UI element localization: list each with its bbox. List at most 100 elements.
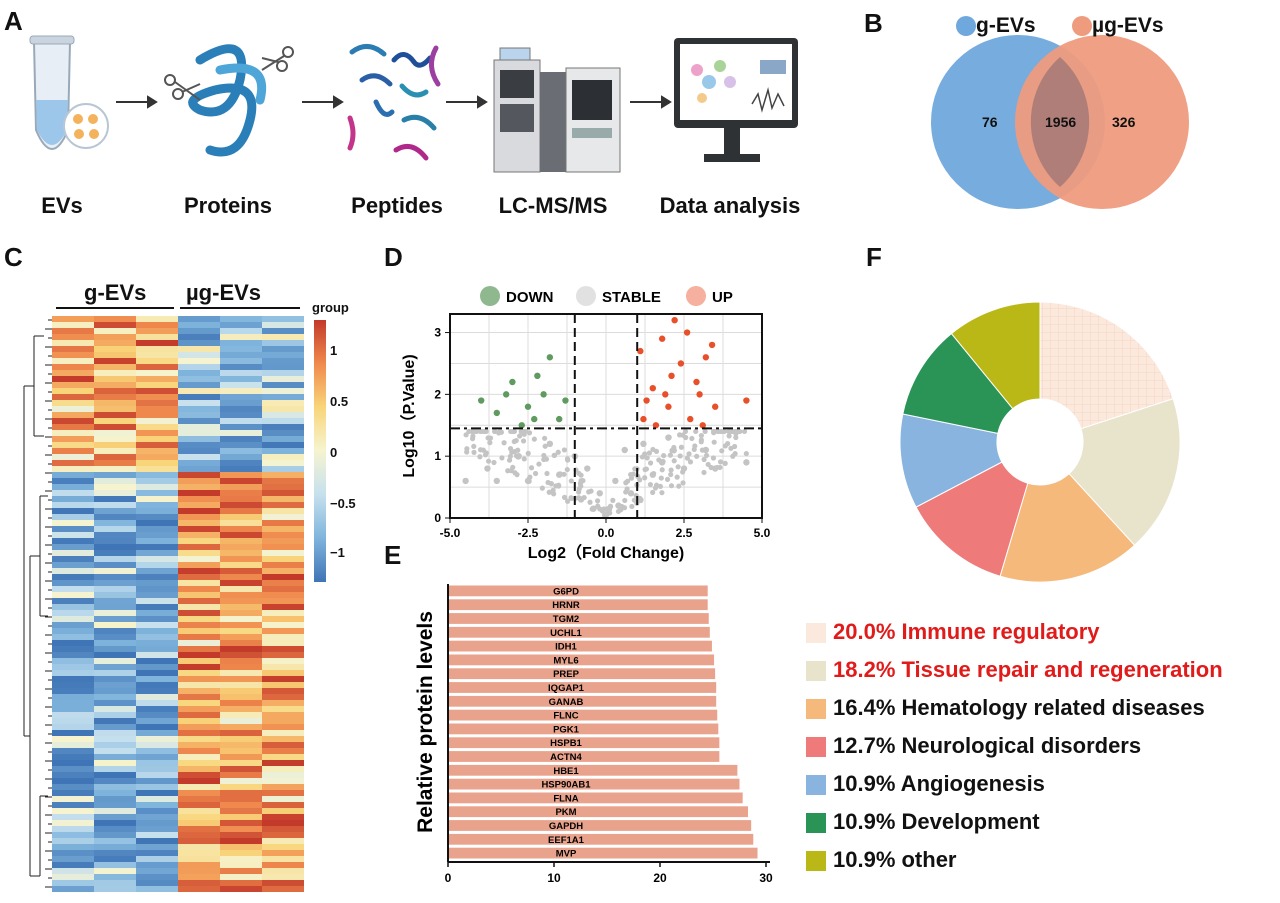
data-point-stable — [647, 481, 654, 488]
data-point-stable — [544, 470, 550, 477]
data-point-stable — [577, 496, 585, 503]
donut-legend-item: 12.7% Neurological disorders — [806, 733, 1141, 759]
heatmap-cell — [136, 436, 178, 442]
heatmap-cell — [94, 676, 136, 682]
data-point-stable — [528, 465, 535, 471]
donut-slice — [950, 301, 1041, 410]
heatmap-cell — [94, 526, 136, 532]
heatmap-cell — [220, 706, 262, 712]
heatmap-cell — [52, 424, 94, 430]
x-tick-label: 10 — [547, 871, 561, 885]
heatmap-cell — [94, 490, 136, 496]
data-point-stable — [541, 452, 547, 459]
data-point-stable — [568, 478, 574, 484]
heatmap-cell — [220, 472, 262, 478]
data-point-stable — [701, 456, 707, 463]
heatmap-cell — [178, 400, 220, 406]
heatmap-cell — [136, 748, 178, 754]
heatmap-cell — [52, 382, 94, 388]
bar — [448, 764, 738, 776]
heatmap-cell — [94, 460, 136, 466]
heatmap-cell — [220, 454, 262, 460]
data-point-stable — [687, 459, 694, 465]
heatmap-cell — [52, 502, 94, 508]
heatmap-cell — [52, 328, 94, 334]
heatmap-cell — [178, 718, 220, 724]
heatmap-cell — [262, 838, 304, 844]
heatmap-cell — [220, 700, 262, 706]
heatmap-cell — [52, 322, 94, 328]
bar — [448, 792, 743, 804]
heatmap-cell — [94, 466, 136, 472]
donut-legend-label: 12.7% Neurological disorders — [833, 733, 1142, 758]
heatmap-cell — [136, 628, 178, 634]
heatmap-cell — [220, 826, 262, 832]
y-axis-label: Relative protein levels — [414, 611, 437, 833]
heatmap-cell — [262, 472, 304, 478]
bar — [448, 709, 718, 721]
data-point-up — [637, 347, 644, 355]
heatmap-cell — [262, 340, 304, 346]
heatmap-cell — [262, 862, 304, 868]
data-point-down — [493, 409, 500, 417]
heatmap-cell — [220, 508, 262, 514]
x-tick-label: 2.5 — [676, 526, 693, 540]
heatmap-cell — [262, 610, 304, 616]
data-point-stable — [485, 458, 492, 464]
data-point-stable — [542, 443, 548, 449]
heatmap-cell — [136, 442, 178, 448]
heatmap-cell — [52, 628, 94, 634]
data-point-stable — [710, 455, 717, 461]
heatmap-cell — [178, 628, 220, 634]
heatmap-cell — [52, 364, 94, 370]
heatmap-cell — [52, 778, 94, 784]
heatmap-cell — [178, 418, 220, 424]
heatmap-cell — [94, 706, 136, 712]
heatmap-cell — [178, 352, 220, 358]
heatmap-cell — [178, 568, 220, 574]
data-point-stable — [629, 503, 635, 510]
heatmap-cell — [94, 364, 136, 370]
bar-label: MYL6 — [553, 655, 578, 666]
data-point-stable — [612, 477, 619, 485]
data-point-stable — [484, 465, 491, 472]
bar-label: EEF1A1 — [548, 835, 585, 846]
heatmap-cell — [178, 742, 220, 748]
heatmap-cell — [178, 466, 220, 472]
heatmap-cell — [136, 532, 178, 538]
heatmap-cell — [52, 418, 94, 424]
heatmap-cell — [94, 688, 136, 694]
heatmap-cell — [178, 580, 220, 586]
heatmap-cell — [136, 586, 178, 592]
heatmap-cell — [136, 364, 178, 370]
heatmap-cell — [94, 742, 136, 748]
bar — [448, 585, 708, 597]
heatmap-cell — [220, 484, 262, 490]
heatmap-cell — [220, 436, 262, 442]
heatmap-cell — [262, 544, 304, 550]
heatmap-cell — [94, 376, 136, 382]
heatmap-cell — [52, 334, 94, 340]
data-point-stable — [525, 450, 531, 456]
heatmap-cell — [178, 544, 220, 550]
heatmap-cell — [178, 514, 220, 520]
scissors-icon — [164, 46, 294, 101]
heatmap-cell — [262, 676, 304, 682]
heatmap-cell — [220, 628, 262, 634]
heatmap-cell — [220, 514, 262, 520]
heatmap-cell — [52, 748, 94, 754]
heatmap-cell — [262, 538, 304, 544]
heatmap-cell — [136, 874, 178, 880]
heatmap-cell — [220, 742, 262, 748]
panel-label-b: B — [864, 8, 883, 38]
heatmap-cell — [136, 394, 178, 400]
heatmap-cell — [52, 826, 94, 832]
data-point-stable — [649, 471, 656, 478]
heatmap-cell — [136, 568, 178, 574]
legend-swatch — [576, 286, 596, 306]
heatmap-cell — [94, 394, 136, 400]
heatmap-cell — [52, 406, 94, 412]
data-point-stable — [703, 452, 710, 459]
donut-legend-swatch — [806, 623, 826, 644]
data-point-stable — [702, 428, 708, 435]
